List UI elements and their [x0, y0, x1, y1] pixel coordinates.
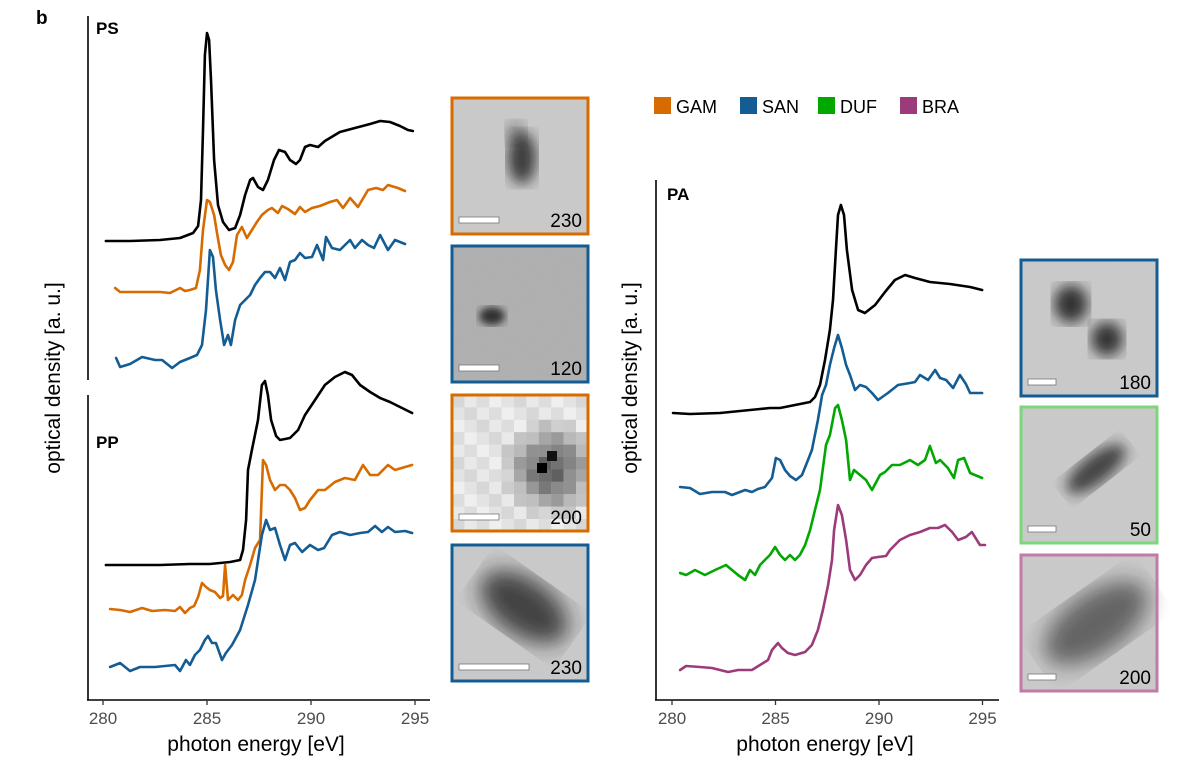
image-frame	[450, 244, 590, 384]
legend: GAM SAN DUF BRA	[654, 97, 959, 117]
particle-image-left-4: 230	[450, 543, 590, 683]
left-y-axis-title: optical density [a. u.]	[42, 282, 65, 473]
legend-swatch-duf	[818, 97, 835, 114]
scale-bar	[458, 513, 500, 521]
scale-bar-label: 230	[550, 658, 582, 679]
pa-series-duf	[678, 403, 984, 582]
scale-bar	[458, 216, 500, 224]
image-frame	[450, 96, 590, 236]
left-x-axis-title: photon energy [eV]	[167, 733, 344, 756]
scale-bar-label: 230	[550, 211, 582, 232]
legend-label-duf: DUF	[840, 97, 877, 117]
left-x-tick-label: 280	[89, 709, 117, 728]
pa-series-san	[678, 333, 984, 497]
scale-bar	[1027, 378, 1057, 386]
pp-series-gam	[108, 458, 414, 615]
particle-blob	[1043, 580, 1149, 666]
image-frame	[1019, 553, 1159, 693]
scale-bar-label: 200	[1119, 668, 1151, 689]
image-frame	[450, 393, 590, 533]
scale-bar	[458, 364, 500, 372]
ps-series-gam	[113, 183, 407, 295]
pp-series-san	[108, 518, 414, 673]
pa-series-reference	[671, 203, 984, 416]
particle-blob	[508, 132, 536, 184]
pp-series	[104, 370, 414, 673]
particle-image-left-3: 200	[450, 393, 590, 533]
legend-label-san: SAN	[762, 97, 799, 117]
scale-bar	[1027, 525, 1057, 533]
image-frame	[1019, 258, 1159, 398]
panel-label-pa: PA	[667, 185, 689, 204]
right-x-tick-label: 285	[761, 709, 789, 728]
legend-label-gam: GAM	[676, 97, 717, 117]
right-x-tick-label: 280	[658, 709, 686, 728]
left-x-tick-label: 285	[193, 709, 221, 728]
particle-blob	[1066, 444, 1126, 494]
pa-series-bra	[678, 503, 987, 674]
left-plot: PS PP 280 285 290 295 photon energy [eV] op…	[42, 16, 430, 756]
ps-series	[104, 31, 415, 370]
scale-bar	[1027, 673, 1057, 681]
right-y-axis-title: optical density [a. u.]	[619, 282, 642, 473]
right-x-tick-label: 290	[865, 709, 893, 728]
figure-label: b	[36, 8, 48, 29]
particle-images: 230 120 200 230 180 50 200	[450, 96, 1159, 693]
ps-series-reference	[104, 31, 415, 243]
particle-image-left-1: 230	[450, 96, 590, 236]
legend-swatch-bra	[900, 97, 917, 114]
scale-bar-label: 200	[550, 508, 582, 529]
scale-bar-label: 50	[1130, 520, 1151, 541]
particle-blob	[1054, 285, 1088, 323]
left-x-ticks: 280 285 290 295	[89, 700, 429, 728]
right-x-axis-title: photon energy [eV]	[736, 733, 913, 756]
panel-label-ps: PS	[96, 19, 119, 38]
panel-label-pp: PP	[96, 433, 119, 452]
right-x-ticks: 280 285 290 295	[658, 700, 997, 728]
particle-image-right-3: 200	[1019, 553, 1159, 693]
scale-bar-label: 180	[1119, 373, 1151, 394]
left-x-tick-label: 295	[401, 709, 429, 728]
image-frame	[450, 543, 590, 683]
particle-image-right-1: 180	[1019, 258, 1159, 398]
legend-swatch-san	[740, 97, 757, 114]
scale-bar	[458, 663, 530, 671]
right-plot: PA 280 285 290 295 photon energy [eV] optic…	[619, 180, 999, 756]
ps-series-san	[114, 233, 407, 370]
pa-series	[671, 203, 987, 674]
legend-label-bra: BRA	[922, 97, 959, 117]
particle-blob	[1091, 322, 1123, 356]
image-frame	[1019, 405, 1159, 545]
particle-blob	[506, 121, 526, 145]
legend-swatch-gam	[654, 97, 671, 114]
left-x-tick-label: 290	[297, 709, 325, 728]
particle-image-left-2: 120	[450, 244, 590, 384]
pp-series-reference	[104, 370, 414, 567]
right-x-tick-label: 295	[968, 709, 996, 728]
particle-blob	[479, 307, 505, 325]
particle-image-right-2: 50	[1019, 405, 1159, 545]
particle-blob	[480, 570, 568, 644]
scale-bar-label: 120	[550, 359, 582, 380]
